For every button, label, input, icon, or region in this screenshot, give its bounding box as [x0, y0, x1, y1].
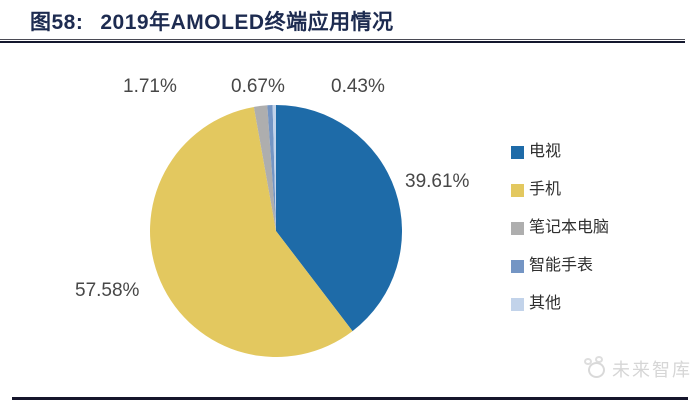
legend-label: 其他: [529, 295, 562, 312]
figure-title: 图58: 2019年AMOLED终端应用情况: [30, 6, 394, 36]
data-label-3: 1.71%: [123, 76, 177, 97]
legend-swatch-icon: [511, 297, 524, 311]
legend-swatch-icon: [511, 221, 524, 235]
legend-item-1: 电视: [511, 133, 609, 171]
legend-item-5: 其他: [511, 285, 609, 323]
legend-label: 手机: [529, 181, 562, 198]
data-label-2: 57.58%: [75, 280, 140, 301]
pie-slice-2: [150, 106, 353, 357]
legend-swatch-icon: [511, 145, 524, 159]
data-label-5: 0.43%: [331, 76, 385, 97]
title-underline: [0, 39, 685, 43]
legend-swatch-icon: [511, 183, 524, 197]
data-label-4: 0.67%: [231, 76, 285, 97]
legend-item-2: 手机: [511, 171, 609, 209]
legend-label: 智能手表: [529, 257, 594, 274]
chart-legend: 电视手机笔记本电脑智能手表其他: [511, 133, 609, 323]
legend-item-3: 笔记本电脑: [511, 209, 609, 247]
legend-swatch-icon: [511, 259, 524, 273]
panda-mascot-icon: [583, 356, 609, 382]
data-label-1: 39.61%: [405, 171, 470, 192]
pie-slice-5: [272, 105, 276, 231]
figure-number: 图58:: [30, 11, 84, 34]
pie-slice-3: [253, 105, 276, 231]
brand-logo-text: 未来智库: [612, 360, 692, 380]
pie-slice-4: [267, 105, 276, 231]
pie-chart: [150, 105, 402, 357]
brand-logo: 未来智库: [583, 355, 692, 383]
bottom-rule: [12, 397, 688, 400]
legend-label: 电视: [529, 143, 562, 160]
pie-slice-1: [276, 105, 402, 332]
legend-label: 笔记本电脑: [529, 219, 610, 236]
figure-title-text: 2019年AMOLED终端应用情况: [100, 11, 394, 34]
legend-item-4: 智能手表: [511, 247, 609, 285]
